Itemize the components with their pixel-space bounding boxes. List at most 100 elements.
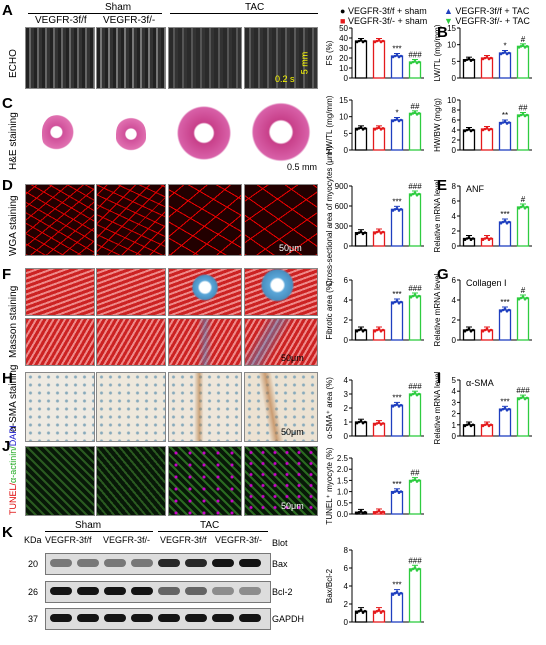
data-point [519, 45, 523, 48]
data-point [363, 328, 367, 332]
bar [408, 112, 422, 151]
tunel-image-4: 50μm [244, 446, 318, 516]
bar [372, 40, 386, 79]
panel-letter-e: E [437, 177, 448, 194]
tunel-scale: 50μm [281, 501, 304, 511]
echo-image-1 [25, 27, 95, 89]
data-point [363, 231, 367, 234]
chart-title: Collagen I [466, 278, 507, 288]
y-tick-label: 0 [452, 336, 457, 345]
data-point [391, 55, 395, 59]
data-point [375, 328, 379, 332]
data-point [501, 407, 505, 411]
significance-label: *** [392, 393, 401, 402]
data-point [377, 608, 381, 612]
significance-label: # [521, 286, 526, 295]
data-point [469, 329, 473, 333]
y-axis-label: Relative mRNA level [433, 273, 442, 346]
y-tick-label: 4 [344, 582, 349, 591]
data-point [393, 403, 397, 407]
significance-label: ### [408, 284, 422, 293]
heart-section [250, 100, 312, 164]
data-point [417, 567, 421, 571]
wb-genotype-3: VEGFR-3f/f [160, 535, 207, 545]
data-point [507, 407, 511, 411]
data-point [409, 61, 413, 65]
significance-label: *** [500, 210, 509, 219]
bar [408, 393, 422, 437]
y-tick-label: 6 [452, 276, 457, 285]
significance-label: ### [408, 182, 422, 191]
blot-band [104, 559, 126, 567]
y-axis-label: FS (%) [325, 40, 334, 65]
legend-item: ● VEGFR-3f/f + sham [340, 6, 427, 16]
blot-band [131, 587, 153, 595]
data-point [391, 491, 395, 495]
bar [462, 129, 476, 151]
data-point [373, 611, 377, 614]
data-point [411, 60, 415, 64]
data-point [503, 120, 507, 123]
data-point [525, 113, 529, 117]
data-point [391, 301, 395, 305]
data-point [481, 238, 485, 241]
bar [498, 52, 512, 79]
echo-image-2 [96, 27, 166, 89]
data-point [499, 221, 503, 225]
data-point [363, 127, 367, 130]
y-tick-label: 20 [339, 54, 348, 63]
wb-group-sham: Sham [75, 520, 102, 531]
data-point [525, 296, 529, 300]
data-point [519, 205, 523, 209]
data-point [413, 191, 417, 195]
y-tick-label: 10 [447, 41, 456, 50]
wga-scale: 50μm [279, 243, 302, 253]
data-point [483, 56, 487, 60]
y-tick-label: 300 [335, 222, 349, 231]
blot-bcl2: Bcl-2 [272, 587, 293, 597]
data-point [399, 208, 403, 211]
bar [408, 568, 422, 623]
y-tick-label: 6 [344, 564, 349, 573]
panel-letter-h: H [2, 370, 13, 387]
wga-image-2 [96, 184, 166, 256]
blot-band [185, 559, 207, 567]
data-point [375, 422, 379, 425]
bar [390, 592, 404, 623]
significance-label: ### [408, 382, 422, 391]
significance-label: *** [392, 45, 401, 54]
data-point [505, 221, 509, 225]
data-point [503, 50, 507, 54]
data-point [413, 477, 417, 481]
data-point [487, 329, 491, 333]
data-point [485, 55, 489, 59]
y-tick-label: 4 [452, 212, 457, 221]
data-point [501, 220, 505, 224]
data-point [359, 126, 363, 129]
panel-letter-b: B [437, 24, 448, 41]
y-tick-label: 6 [344, 276, 349, 285]
kda-bcl2: 26 [28, 587, 39, 597]
y-tick-label: 0 [452, 432, 457, 441]
data-point [415, 113, 419, 116]
y-tick-label: 5 [452, 376, 457, 385]
legend-marker: ● [340, 6, 348, 16]
data-point [373, 423, 377, 426]
data-point [361, 329, 365, 333]
data-point [363, 510, 367, 514]
data-point [505, 52, 509, 56]
data-point [523, 114, 527, 118]
blot-band [212, 614, 234, 622]
y-tick-label: 5 [344, 129, 349, 138]
data-point [375, 609, 379, 613]
data-point [355, 611, 359, 614]
y-tick-label: 0 [344, 432, 349, 441]
data-point [379, 231, 383, 235]
echo-scale-time: 0.2 s [275, 74, 295, 84]
significance-label: *** [500, 397, 509, 406]
blot-band [77, 587, 99, 595]
data-point [413, 111, 417, 114]
data-point [415, 480, 419, 483]
y-tick-label: 10 [339, 113, 348, 122]
